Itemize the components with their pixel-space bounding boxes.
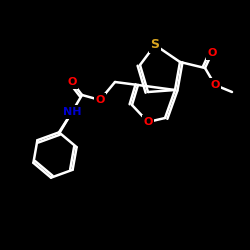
- Text: O: O: [207, 48, 217, 58]
- Text: NH: NH: [63, 107, 81, 117]
- Text: O: O: [143, 117, 153, 127]
- Text: O: O: [95, 95, 105, 105]
- Text: O: O: [210, 80, 220, 90]
- Text: O: O: [67, 77, 77, 87]
- Text: S: S: [150, 38, 160, 52]
